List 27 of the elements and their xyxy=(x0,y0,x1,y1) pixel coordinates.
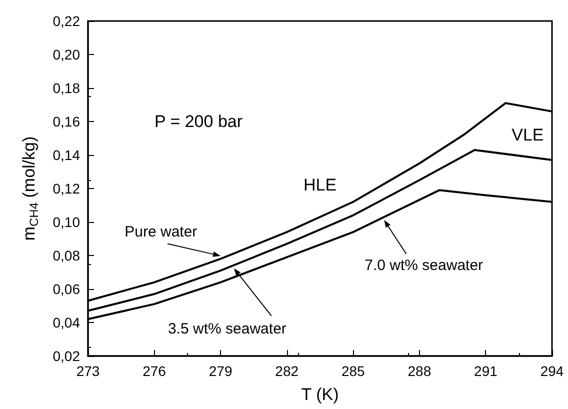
y-tick-label: 0,04 xyxy=(52,314,80,330)
series-label: Pure water xyxy=(124,224,198,241)
x-tick-label: 288 xyxy=(408,363,432,379)
y-axis-title: mCH4 (mol/kg) xyxy=(20,136,41,241)
series-label: 3.5 wt% seawater xyxy=(168,320,286,338)
y-tick-label: 0,20 xyxy=(52,46,80,62)
y-tick-label: 0,02 xyxy=(52,348,80,364)
y-tick-label: 0,14 xyxy=(52,147,80,163)
y-tick-label: 0,22 xyxy=(52,13,80,29)
x-tick-label: 279 xyxy=(208,363,232,379)
y-tick-label: 0,12 xyxy=(52,180,80,196)
x-tick-label: 276 xyxy=(142,363,166,379)
legend-label: 7.0 wt% seawater xyxy=(364,257,484,274)
y-tick-label: 0,10 xyxy=(52,214,80,230)
y-tick-label: 0,06 xyxy=(52,281,80,297)
x-tick-label: 273 xyxy=(76,363,100,379)
y-tick-label: 0,08 xyxy=(52,248,80,264)
x-tick-label: 285 xyxy=(341,363,366,379)
x-axis-title: T (K) xyxy=(301,385,339,404)
annotation: VLE xyxy=(512,125,544,144)
y-tick-label: 0,16 xyxy=(52,114,80,130)
annotation: HLE xyxy=(303,176,337,195)
y-tick-label: 0,18 xyxy=(52,80,80,96)
x-tick-label: 291 xyxy=(474,363,498,379)
x-tick-label: 294 xyxy=(540,363,564,379)
annotation: P = 200 bar xyxy=(154,112,243,131)
x-tick-label: 282 xyxy=(275,363,299,379)
